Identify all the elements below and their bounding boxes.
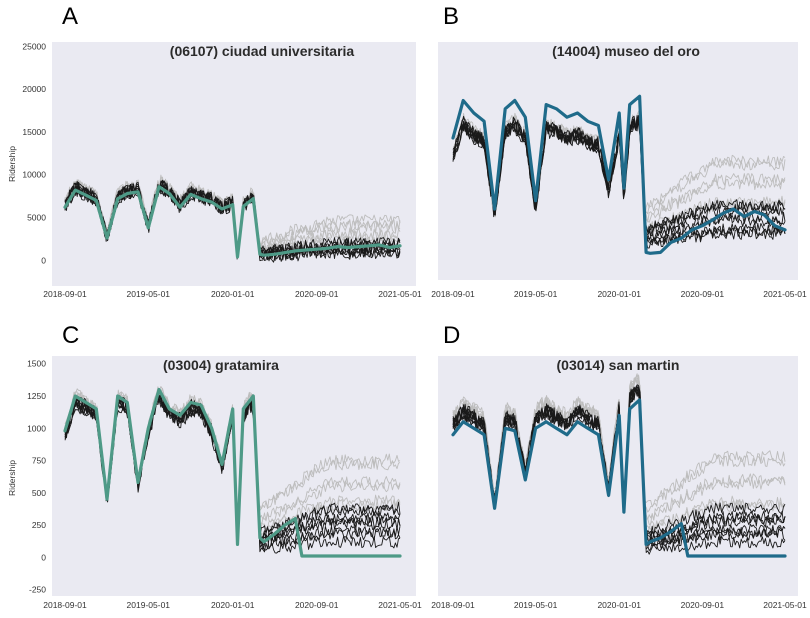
- comparison-line-13: [452, 387, 786, 547]
- panel-a-ylabel: Ridership: [7, 146, 17, 182]
- comparison-line-13: [452, 114, 786, 235]
- x-tick-label: 2021-05-01: [763, 600, 807, 610]
- panel-b: B (14004) museo del oro 2018-09-01 2019-0…: [431, 3, 807, 299]
- y-tick-label: 1500: [27, 359, 46, 369]
- highlighted-series-line: [63, 387, 402, 558]
- y-tick-label: 750: [32, 456, 46, 466]
- x-tick-label: 2020-09-01: [295, 600, 339, 610]
- x-tick-label: 2020-09-01: [681, 600, 725, 610]
- panel-c: C (03004) gratamira Ridership 1500 1250 10…: [7, 322, 422, 610]
- x-tick-label: 2020-09-01: [295, 289, 339, 299]
- panel-d-xticks: 2018-09-01 2019-05-01 2020-01-01 2020-09-01…: [431, 600, 807, 610]
- panel-a-xticks: 2018-09-01 2019-05-01 2020-01-01 2020-09-01…: [43, 289, 422, 299]
- y-tick-label: 500: [32, 488, 46, 498]
- highlighted-series-line: [451, 398, 787, 558]
- panel-b-lines: [451, 94, 787, 255]
- panel-c-yticks: 1500 1250 1000 750 500 250 0 -250: [27, 359, 46, 595]
- y-tick-label: 5000: [27, 213, 46, 223]
- comparison-line-9: [452, 387, 786, 539]
- x-tick-label: 2020-09-01: [681, 289, 725, 299]
- x-tick-label: 2021-05-01: [378, 600, 422, 610]
- panel-c-lines: [63, 386, 402, 558]
- y-tick-label: 10000: [22, 170, 46, 180]
- panel-c-title: (03004) gratamira: [163, 357, 279, 373]
- y-tick-label: 1250: [27, 391, 46, 401]
- comparison-line-14: [452, 384, 786, 539]
- x-tick-label: 2020-01-01: [211, 289, 255, 299]
- y-tick-label: 25000: [22, 41, 46, 51]
- y-tick-label: 0: [41, 255, 46, 265]
- panel-d-lines: [451, 373, 787, 558]
- panel-a: A (06107) ciudad universitaria Ridership…: [7, 3, 422, 299]
- panel-a-letter: A: [62, 3, 78, 30]
- panel-b-letter: B: [443, 3, 459, 30]
- x-tick-label: 2019-05-01: [514, 289, 558, 299]
- highlighted-series-line: [63, 185, 402, 259]
- x-tick-label: 2021-05-01: [378, 289, 422, 299]
- panel-d-title: (03014) san martin: [557, 357, 680, 373]
- comparison-line-14: [452, 115, 786, 246]
- panel-a-lines: [63, 174, 402, 263]
- y-tick-label: 0: [41, 552, 46, 562]
- y-tick-label: 20000: [22, 84, 46, 94]
- comparison-line-5: [64, 387, 401, 527]
- panel-b-plot-area: [438, 42, 798, 280]
- x-tick-label: 2021-05-01: [763, 289, 807, 299]
- panel-c-ylabel: Ridership: [7, 460, 17, 496]
- x-tick-label: 2018-09-01: [431, 289, 475, 299]
- panel-a-title: (06107) ciudad universitaria: [170, 43, 355, 59]
- highlighted-series-line: [451, 94, 787, 255]
- x-tick-label: 2018-09-01: [43, 600, 87, 610]
- panel-a-yticks: 25000 20000 15000 10000 5000 0: [22, 41, 46, 265]
- panel-d-letter: D: [443, 322, 460, 349]
- x-tick-label: 2018-09-01: [43, 289, 87, 299]
- y-tick-label: 1000: [27, 423, 46, 433]
- y-tick-label: -250: [29, 585, 46, 595]
- x-tick-label: 2018-09-01: [431, 600, 475, 610]
- panel-d: D (03014) san martin 2018-09-01 2019-05-0…: [431, 322, 807, 610]
- panel-b-title: (14004) museo del oro: [552, 43, 700, 59]
- y-tick-label: 15000: [22, 127, 46, 137]
- panel-c-xticks: 2018-09-01 2019-05-01 2020-01-01 2020-09-01…: [43, 600, 422, 610]
- x-tick-label: 2019-05-01: [127, 289, 171, 299]
- panel-c-letter: C: [62, 322, 79, 349]
- comparison-line-14: [64, 181, 401, 258]
- y-tick-label: 250: [32, 520, 46, 530]
- panel-b-xticks: 2018-09-01 2019-05-01 2020-01-01 2020-09-01…: [431, 289, 807, 299]
- comparison-line-3: [64, 178, 401, 249]
- x-tick-label: 2020-01-01: [597, 289, 641, 299]
- x-tick-label: 2020-01-01: [211, 600, 255, 610]
- x-tick-label: 2019-05-01: [514, 600, 558, 610]
- x-tick-label: 2020-01-01: [597, 600, 641, 610]
- comparison-line-4: [452, 375, 786, 531]
- x-tick-label: 2019-05-01: [127, 600, 171, 610]
